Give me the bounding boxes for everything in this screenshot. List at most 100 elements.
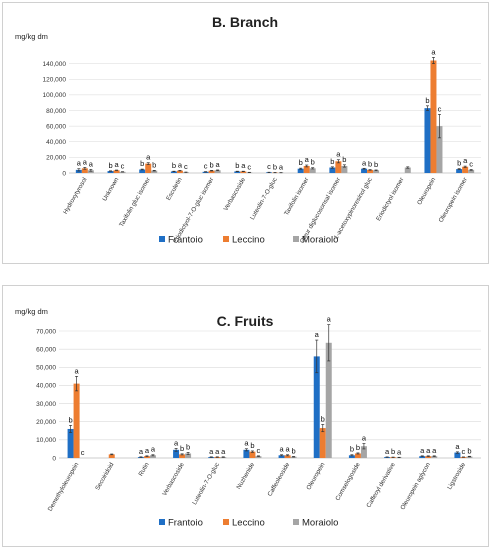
bar-frantoio xyxy=(348,455,355,458)
chart-title: B. Branch xyxy=(212,14,278,30)
significance-letter: b xyxy=(108,161,112,170)
y-tick-label: 50,000 xyxy=(36,365,56,372)
significance-letter: b xyxy=(172,161,176,170)
x-tick-label: Comselogoside xyxy=(334,461,362,502)
significance-letter: a xyxy=(362,158,367,167)
significance-letter: a xyxy=(83,157,88,166)
bar-leccino xyxy=(179,454,186,458)
significance-letter: b xyxy=(311,158,315,167)
bar-frantoio xyxy=(170,171,177,173)
bar-leccino xyxy=(249,451,256,458)
significance-letter: a xyxy=(432,446,437,455)
bar-moraiolo xyxy=(290,456,297,458)
x-tick-label: Oleuropein aglycon xyxy=(399,461,432,511)
legend-swatch-moraiolo xyxy=(293,519,299,525)
bar-leccino xyxy=(354,453,361,458)
bar-moraiolo xyxy=(214,170,221,173)
y-tick-label: 100,000 xyxy=(43,92,67,99)
y-tick-label: 0 xyxy=(62,170,66,177)
bar-leccino xyxy=(335,161,342,173)
significance-letter: b xyxy=(467,446,471,455)
significance-letter: b xyxy=(152,160,156,169)
x-tick-label: Caffeoyl derivative xyxy=(365,461,397,509)
bar-leccino xyxy=(303,165,310,173)
significance-letter: b xyxy=(186,442,190,451)
chart-title-letter: B. xyxy=(212,14,230,30)
bar-frantoio xyxy=(329,167,336,173)
significance-letter: a xyxy=(336,150,341,159)
significance-letter: c xyxy=(267,162,271,171)
significance-letter: a xyxy=(215,447,220,456)
significance-letter: c xyxy=(121,162,125,171)
x-tick-label: Esculetin xyxy=(165,176,184,202)
bar-moraiolo xyxy=(149,455,156,458)
significance-letter: c xyxy=(204,162,208,171)
x-tick-label: Oleuropein isomer xyxy=(438,177,469,224)
significance-letter: a xyxy=(216,160,221,169)
significance-letter: a xyxy=(174,438,179,447)
bar-frantoio xyxy=(454,452,461,458)
legend-label-frantoio: Frantoio xyxy=(168,235,203,246)
significance-letter: a xyxy=(426,446,431,455)
significance-letter: c xyxy=(462,447,466,456)
x-tick-label: 1-acetoxypinoresinol gluc xyxy=(333,177,374,241)
significance-letter: b xyxy=(250,441,254,450)
significance-letter: b xyxy=(356,443,360,452)
x-tick-label: Ligstroside xyxy=(446,461,467,491)
bar-leccino xyxy=(430,60,437,173)
significance-letter: a xyxy=(285,445,290,454)
bar-moraiolo xyxy=(436,126,443,173)
bar-leccino xyxy=(108,454,115,458)
bar-moraiolo xyxy=(468,169,475,173)
significance-letter: a xyxy=(221,447,226,456)
y-tick-label: 70,000 xyxy=(36,328,56,335)
significance-letter: a xyxy=(279,163,284,172)
fruits-chart-panel: mg/kg dm C. Fruits 0 10,000 20,000 30,000 40,0… xyxy=(2,285,489,547)
bar-frantoio xyxy=(313,356,320,458)
significance-letter: a xyxy=(77,159,82,168)
y-tick-label: 30,000 xyxy=(36,401,56,408)
chart-title: C. Fruits xyxy=(217,313,274,329)
significance-letter: a xyxy=(151,445,156,454)
legend-swatch-frantoio xyxy=(159,519,165,525)
bar-moraiolo xyxy=(309,168,316,173)
significance-letter: a xyxy=(463,156,468,165)
significance-letter: b xyxy=(321,414,325,423)
bar-leccino xyxy=(145,163,152,173)
significance-letter: c xyxy=(438,104,442,113)
x-tick-label: Verbascoside xyxy=(161,461,186,497)
significance-letter: b xyxy=(68,415,72,424)
bar-moraiolo xyxy=(151,170,158,173)
significance-letter: a xyxy=(397,447,402,456)
fruits-chart-svg: mg/kg dm C. Fruits 0 10,000 20,000 30,000 40,0… xyxy=(15,307,481,529)
significance-letter: a xyxy=(315,330,320,339)
bar-frantoio xyxy=(361,168,368,173)
bar-moraiolo xyxy=(255,456,262,458)
significance-letter: a xyxy=(209,447,214,456)
bar-leccino xyxy=(284,455,291,458)
y-tick-label: 10,000 xyxy=(36,437,56,444)
y-tick-label: 20,000 xyxy=(36,419,56,426)
bar-leccino xyxy=(73,383,80,458)
bar-moraiolo xyxy=(341,165,348,173)
significance-letter: a xyxy=(74,366,79,375)
significance-letter: a xyxy=(279,445,284,454)
bar-frantoio xyxy=(243,449,250,458)
significance-letter: a xyxy=(178,160,183,169)
x-tick-label: Verbascoside xyxy=(222,176,247,212)
y-tick-label: 40,000 xyxy=(46,139,66,146)
x-tick-label: Taxifolin gluc isomer xyxy=(118,177,152,229)
y-tick-label: 0 xyxy=(52,455,56,462)
significance-letter: a xyxy=(420,446,425,455)
significance-letter: a xyxy=(455,442,460,451)
significance-letter: b xyxy=(425,96,429,105)
branch-chart-panel: mg/kg dm B. Branch 0 20,000 40,000 60,000 80,0… xyxy=(2,2,489,264)
significance-letter: a xyxy=(114,160,119,169)
bar-leccino xyxy=(367,169,374,173)
x-tick-label: Unknown xyxy=(101,176,120,202)
x-tick-label: Luteolin-7-O-gluc xyxy=(249,177,279,222)
bar-frantoio xyxy=(75,169,82,173)
significance-letter: a xyxy=(305,155,310,164)
bar-frantoio xyxy=(202,171,209,173)
x-tick-label: Eriodictyol isomer xyxy=(375,177,405,223)
